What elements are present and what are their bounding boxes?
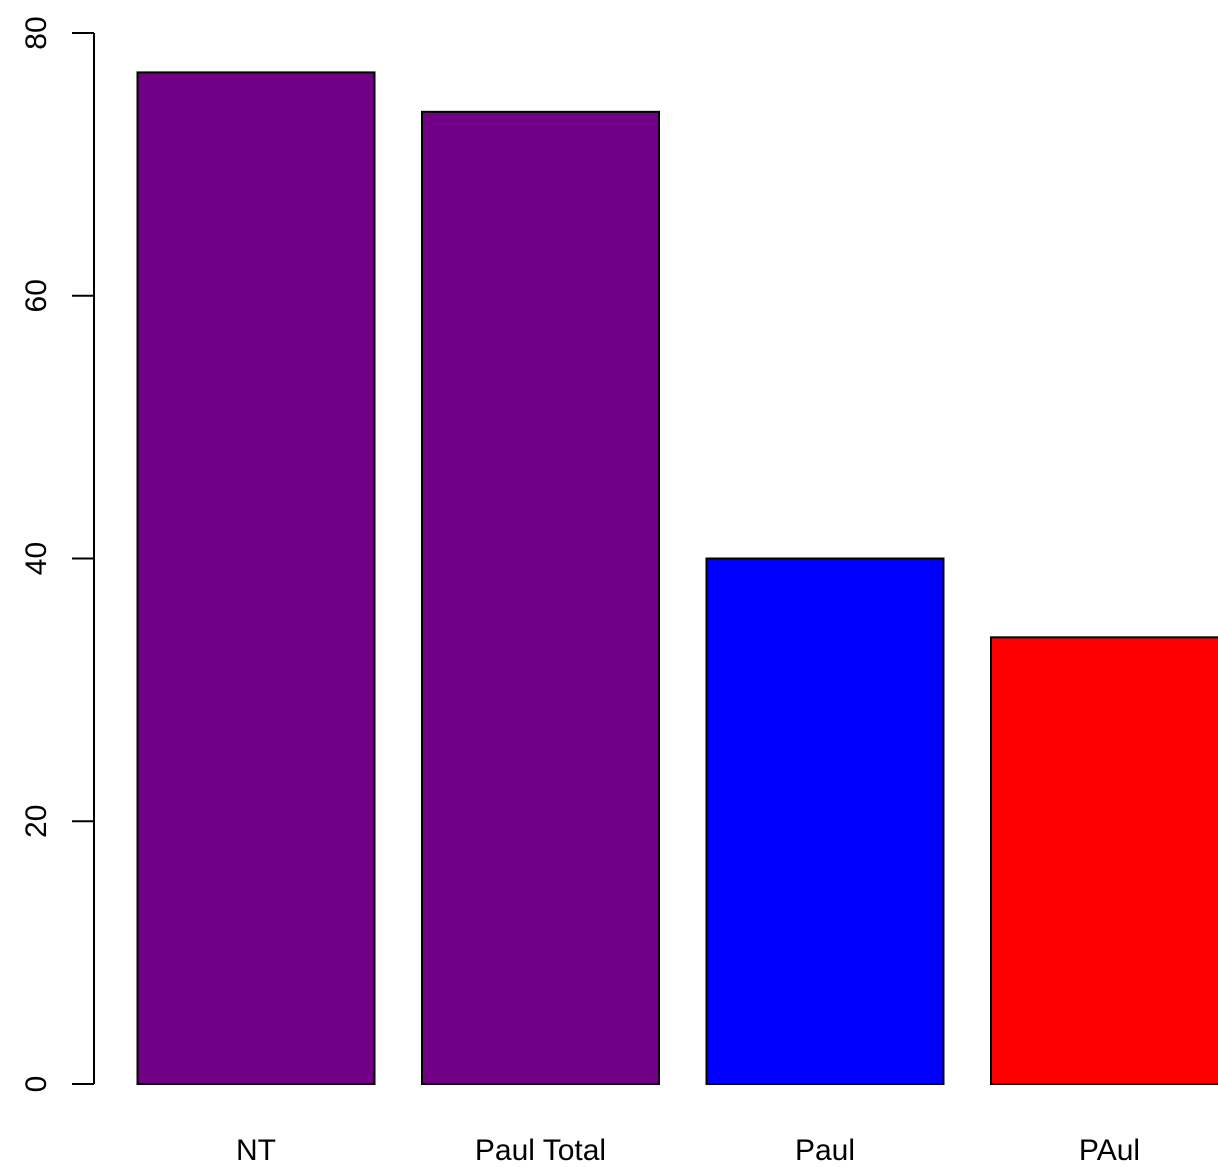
x-category-label: Paul Total: [475, 1134, 606, 1167]
x-category-label: Paul: [795, 1134, 855, 1167]
y-axis: 0 20 40 60 80: [20, 16, 95, 1093]
x-axis-labels: NT Paul Total Paul PAul: [236, 1134, 1140, 1167]
bars: [136, 71, 1218, 1086]
x-category-label: NT: [236, 1134, 276, 1167]
y-tick-label: 40: [20, 542, 53, 575]
bar-paul: [705, 557, 945, 1085]
bar-paul: [990, 636, 1218, 1085]
y-tick-label: 20: [20, 805, 53, 838]
y-tick-label: 60: [20, 279, 53, 312]
x-category-label: PAul: [1079, 1134, 1140, 1167]
y-tick-label: 0: [20, 1076, 53, 1093]
y-tick-label: 80: [20, 16, 53, 49]
bar-nt: [136, 71, 376, 1086]
bar-paul-total: [421, 110, 660, 1085]
